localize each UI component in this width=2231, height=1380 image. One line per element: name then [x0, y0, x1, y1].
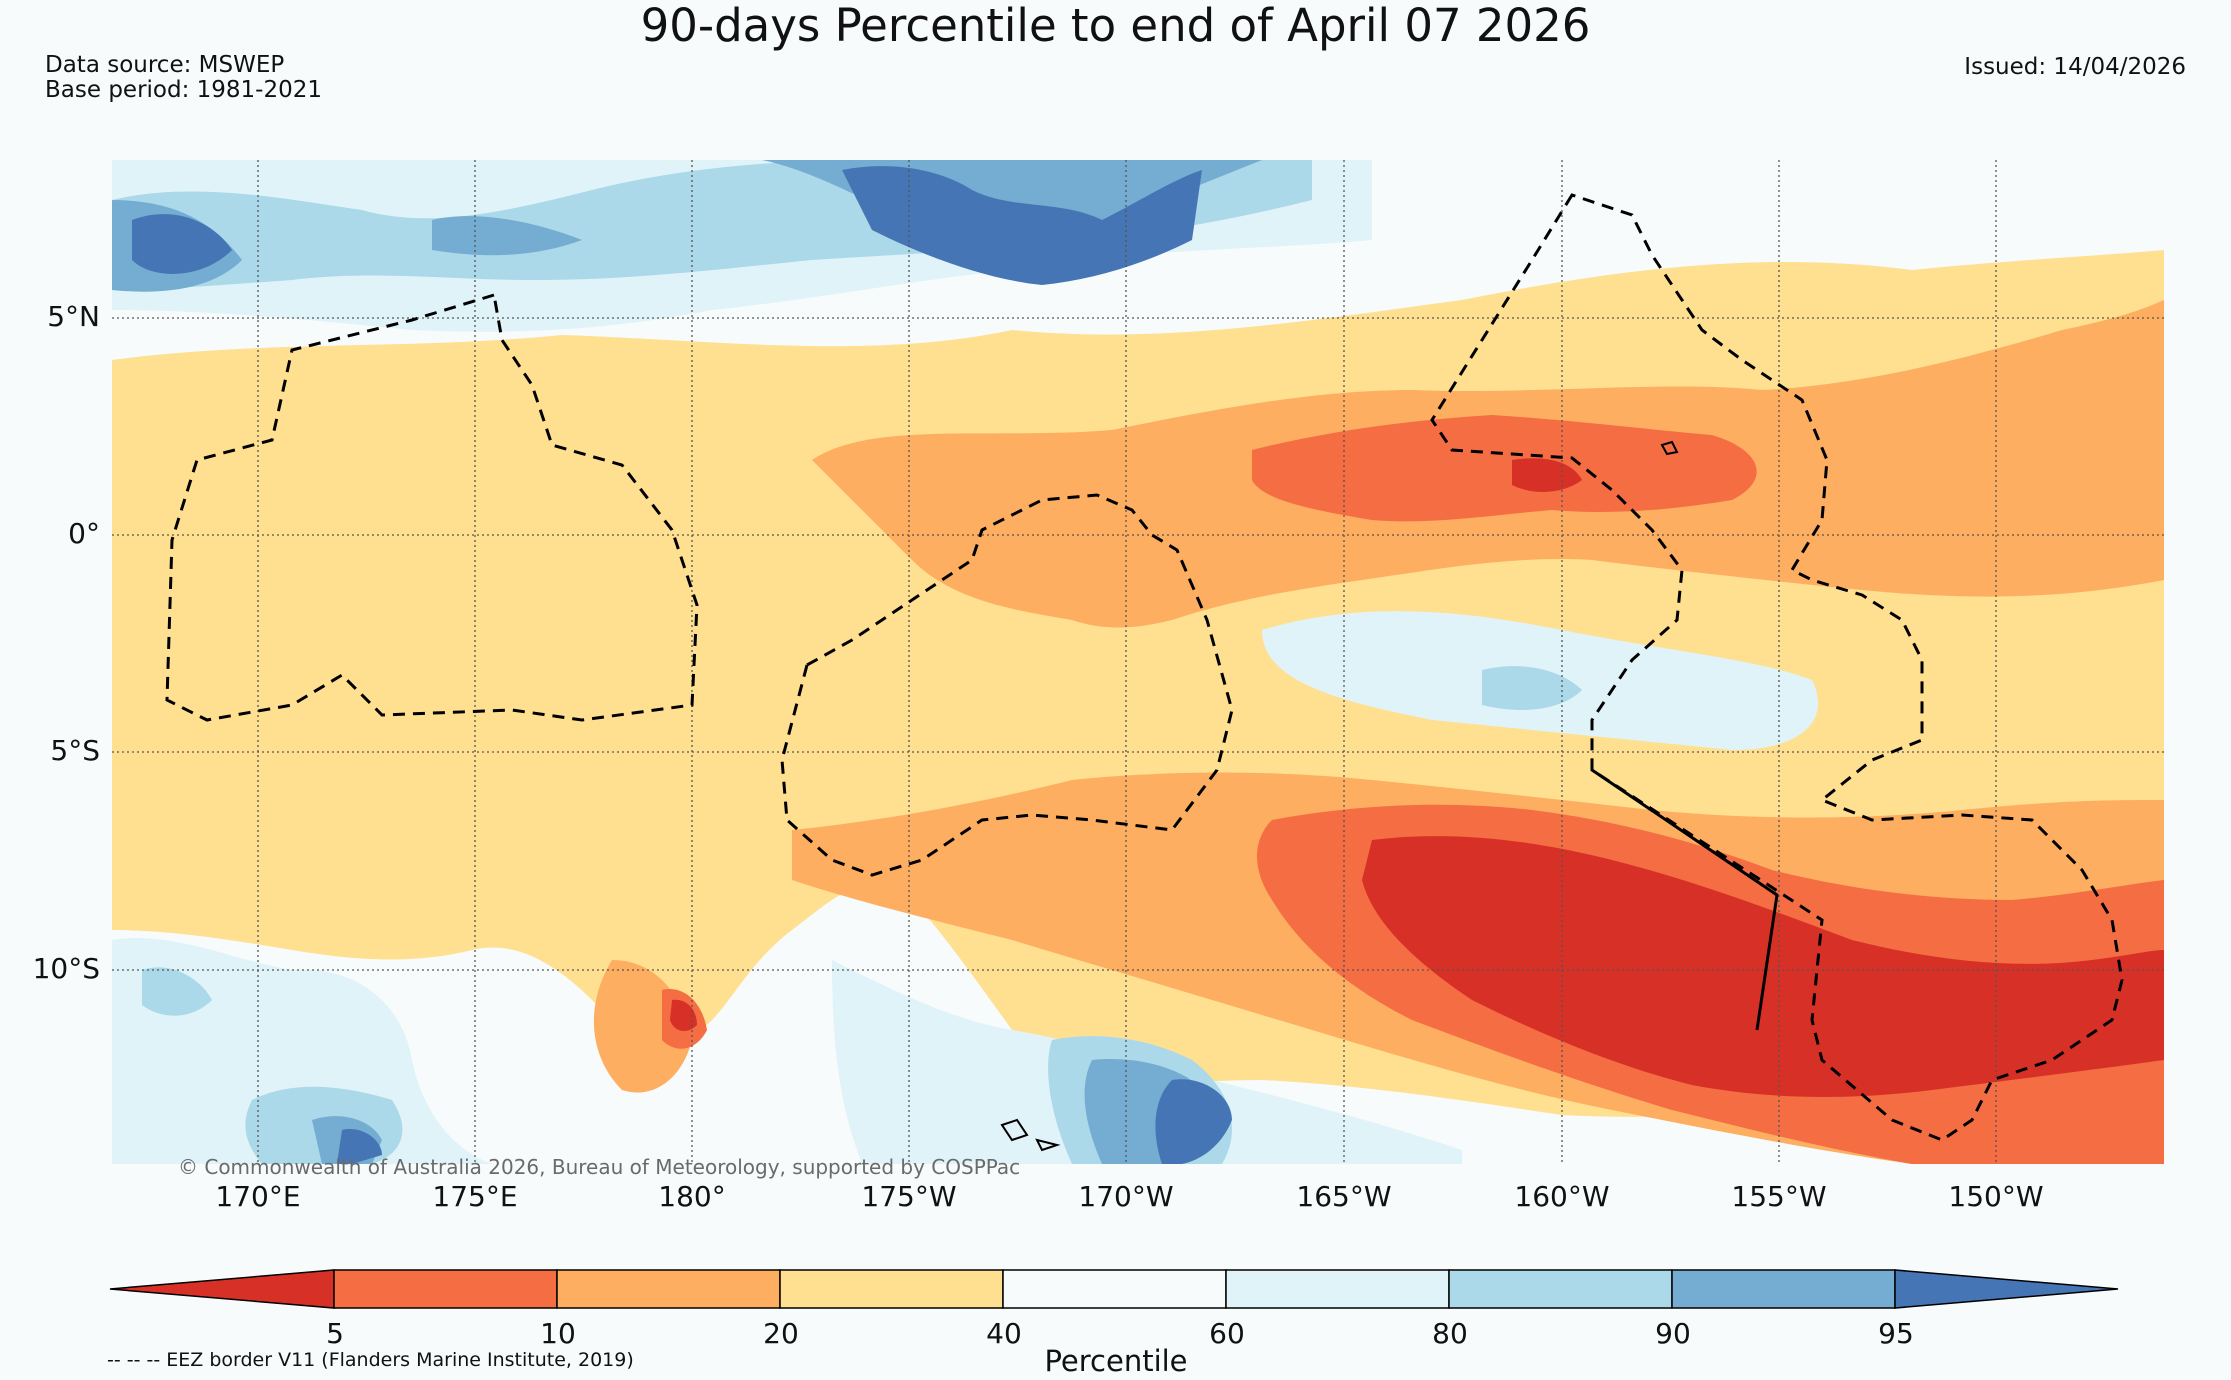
- colorbar-label: Percentile: [1044, 1344, 1188, 1378]
- colorbar-tick-10: 10: [540, 1317, 576, 1350]
- colorbar-segment-below-5: [109, 1269, 335, 1309]
- copyright-notice: © Commonwealth of Australia 2026, Bureau…: [178, 1155, 1021, 1179]
- lon-label-155w: 155°W: [1731, 1180, 1827, 1213]
- eez-border-tokelau-phoenix: [780, 493, 1234, 877]
- lat-label-10s: 10°S: [32, 952, 100, 985]
- lon-label-150w: 150°W: [1948, 1180, 2044, 1213]
- colorbar-tick-90: 90: [1655, 1317, 1691, 1350]
- colorbar-segment-10-20: [556, 1269, 781, 1309]
- base-period: Base period: 1981-2021: [45, 77, 323, 103]
- colorbar-segment-5-10: [333, 1269, 558, 1309]
- eez-legend: -- -- -- EEZ border V11 (Flanders Marine…: [107, 1349, 634, 1371]
- colorbar-tick-40: 40: [986, 1317, 1022, 1350]
- data-source: Data source: MSWEP: [45, 52, 285, 78]
- colorbar-svg: [109, 1269, 2119, 1309]
- colorbar-segment-above-95: [1894, 1269, 2119, 1309]
- lon-label-175e: 175°E: [432, 1180, 518, 1213]
- lat-label-5n: 5°N: [47, 300, 100, 333]
- eez-border-line-islands: [1430, 193, 2124, 1142]
- eez-borders: [165, 193, 2124, 1142]
- lon-label-170e: 170°E: [215, 1180, 301, 1213]
- lon-label-180: 180°: [658, 1180, 726, 1213]
- colorbar-tick-60: 60: [1209, 1317, 1245, 1350]
- colorbar: [108, 1268, 2128, 1314]
- percentile-field-90-95-south: [312, 1059, 1215, 1164]
- lat-label-equator: 0°: [68, 517, 100, 550]
- colorbar-tick-80: 80: [1432, 1317, 1468, 1350]
- colorbar-segment-80-90: [1448, 1269, 1673, 1309]
- colorbar-tick-20: 20: [763, 1317, 799, 1350]
- graticule: [112, 160, 2164, 1164]
- colorbar-segment-60-80: [1225, 1269, 1450, 1309]
- map-title: 90-days Percentile to end of April 07 20…: [640, 0, 1591, 52]
- colorbar-segment-40-60: [1002, 1269, 1227, 1309]
- lon-label-170w: 170°W: [1078, 1180, 1174, 1213]
- percentile-field-80-90-south: [142, 666, 1582, 1164]
- lon-label-165w: 165°W: [1296, 1180, 1392, 1213]
- colorbar-segment-20-40: [779, 1269, 1004, 1309]
- percentile-map: [112, 160, 2164, 1164]
- percentile-field-below-5: [670, 458, 2164, 1097]
- issued-date: Issued: 14/04/2026: [1964, 54, 2186, 80]
- island-outline: [1000, 1118, 1061, 1152]
- eez-boundary-solid: [1591, 768, 1779, 1031]
- lon-label-175w: 175°W: [861, 1180, 957, 1213]
- percentile-field-above-95-north: [132, 166, 1202, 285]
- island-outline: [1660, 440, 1679, 456]
- eez-border-kiribati-gilberts: [165, 293, 699, 722]
- lat-label-5s: 5°S: [50, 734, 100, 767]
- colorbar-tick-5: 5: [326, 1317, 344, 1350]
- map-canvas: [112, 160, 2164, 1164]
- colorbar-segment-90-95: [1671, 1269, 1896, 1309]
- colorbar-tick-95: 95: [1878, 1317, 1914, 1350]
- lon-label-160w: 160°W: [1514, 1180, 1610, 1213]
